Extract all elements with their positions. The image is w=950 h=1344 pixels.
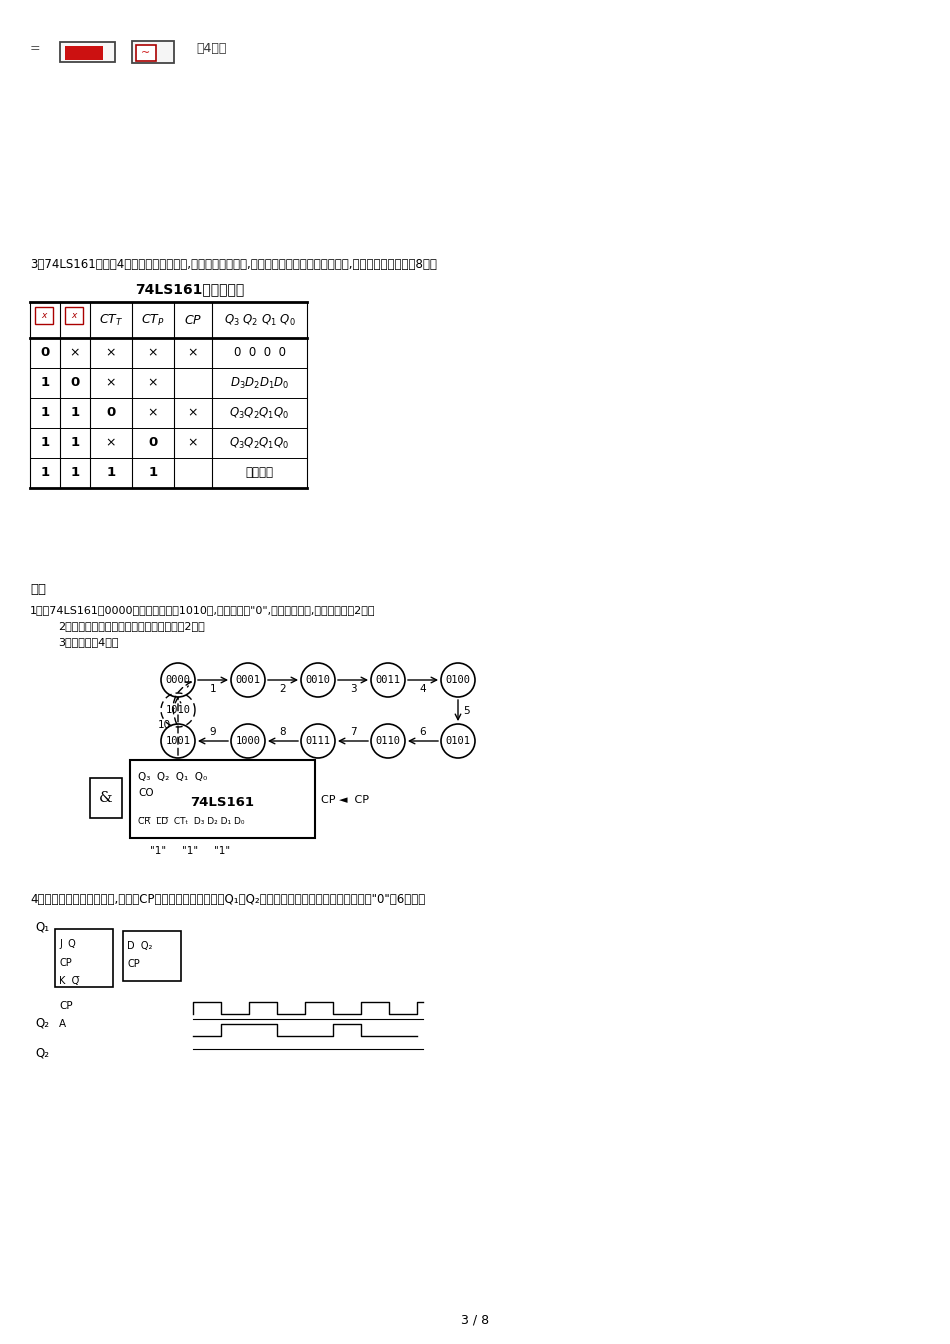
- Text: 3．状态图（4分）: 3．状态图（4分）: [58, 637, 119, 646]
- Text: A: A: [59, 1019, 66, 1030]
- Text: 4: 4: [420, 684, 427, 694]
- Text: ×: ×: [188, 406, 199, 419]
- Text: $Q_3\ Q_2\ Q_1\ Q_0$: $Q_3\ Q_2\ Q_1\ Q_0$: [223, 312, 295, 328]
- Text: 1: 1: [41, 376, 49, 390]
- FancyBboxPatch shape: [132, 42, 174, 63]
- Text: 1010: 1010: [165, 706, 191, 715]
- Text: ×: ×: [69, 347, 80, 359]
- Text: CP: CP: [59, 958, 72, 968]
- Text: 1000: 1000: [236, 737, 260, 746]
- Text: Q₁: Q₁: [35, 921, 49, 934]
- Text: 1: 1: [148, 466, 158, 480]
- FancyBboxPatch shape: [65, 306, 83, 324]
- Text: 0010: 0010: [306, 675, 331, 685]
- Text: 74LS161: 74LS161: [191, 796, 255, 809]
- Text: $CT_P$: $CT_P$: [142, 312, 164, 328]
- Text: 1: 1: [210, 684, 217, 694]
- Text: 0: 0: [40, 347, 49, 359]
- Text: 74LS161逻辑功能表: 74LS161逻辑功能表: [135, 282, 245, 296]
- Text: ×: ×: [188, 437, 199, 449]
- Text: 2: 2: [279, 684, 286, 694]
- Text: 9: 9: [210, 727, 217, 737]
- FancyBboxPatch shape: [136, 44, 156, 60]
- Text: 3: 3: [350, 684, 356, 694]
- Text: 0: 0: [70, 376, 80, 390]
- FancyBboxPatch shape: [60, 42, 115, 62]
- Text: 1001: 1001: [165, 737, 191, 746]
- Text: J  Q: J Q: [59, 939, 76, 949]
- Text: 10: 10: [158, 720, 171, 731]
- Text: CP ◄  CP: CP ◄ CP: [321, 796, 369, 805]
- Text: 7: 7: [350, 727, 356, 737]
- FancyBboxPatch shape: [65, 46, 103, 60]
- Text: $CP$: $CP$: [184, 313, 202, 327]
- Text: 0001: 0001: [236, 675, 260, 685]
- Text: 0000: 0000: [165, 675, 191, 685]
- Text: 3．74LS161是同步4位二进制加法计数器,其逻辑功能表如下,试分析下列电路是几进制计数器,并画出其状态图。（8分）: 3．74LS161是同步4位二进制加法计数器,其逻辑功能表如下,试分析下列电路是…: [30, 258, 437, 271]
- Text: ×: ×: [105, 437, 116, 449]
- Text: "1": "1": [182, 845, 198, 856]
- Text: $D_3D_2D_1D_0$: $D_3D_2D_1D_0$: [230, 375, 290, 391]
- FancyBboxPatch shape: [130, 759, 315, 839]
- Text: $CT_T$: $CT_T$: [99, 312, 124, 328]
- Text: 5: 5: [464, 706, 470, 715]
- Text: 0  0  0  0: 0 0 0 0: [234, 347, 286, 359]
- Text: 0110: 0110: [375, 737, 401, 746]
- Text: 1: 1: [70, 406, 80, 419]
- Text: C̅R̅  L̅D̅  CTₜ  D₃ D₂ D₁ D₀: C̅R̅ L̅D̅ CTₜ D₃ D₂ D₁ D₀: [138, 817, 244, 827]
- Text: K  Q̅: K Q̅: [59, 976, 79, 986]
- Text: 6: 6: [420, 727, 427, 737]
- Text: 2．该电路构成同步十进制加法计数器。（2分）: 2．该电路构成同步十进制加法计数器。（2分）: [58, 621, 205, 630]
- Text: ×: ×: [148, 406, 159, 419]
- Text: CP: CP: [127, 960, 140, 969]
- Text: D  Q₂: D Q₂: [127, 941, 152, 952]
- Text: 0100: 0100: [446, 675, 470, 685]
- Text: 8: 8: [279, 727, 286, 737]
- Text: 4．触发器电路如下图所示,试根据CP及输入波形画出输出端Q₁、Q₂的波形。设各触发器的初始状态均为"0"（6分）。: 4．触发器电路如下图所示,试根据CP及输入波形画出输出端Q₁、Q₂的波形。设各触…: [30, 892, 426, 906]
- Text: $Q_3Q_2Q_1Q_0$: $Q_3Q_2Q_1Q_0$: [229, 435, 290, 450]
- Text: 1: 1: [41, 466, 49, 480]
- Text: $Q_3Q_2Q_1Q_0$: $Q_3Q_2Q_1Q_0$: [229, 406, 290, 421]
- Text: ×: ×: [188, 347, 199, 359]
- Text: ~: ~: [142, 48, 151, 58]
- Text: 1: 1: [70, 437, 80, 449]
- Text: （4分）: （4分）: [196, 43, 226, 55]
- Text: ×: ×: [105, 376, 116, 390]
- Text: =: =: [30, 43, 41, 55]
- FancyBboxPatch shape: [55, 929, 113, 986]
- Text: 1．圷74LS161从0000开始顺序计数到1010时,与非门输出"0",清零信号到来,异步清零。（2分）: 1．圷74LS161从0000开始顺序计数到1010时,与非门输出"0",清零信…: [30, 605, 375, 616]
- Text: 1: 1: [70, 466, 80, 480]
- FancyBboxPatch shape: [90, 778, 122, 818]
- Text: x: x: [71, 310, 77, 320]
- Text: CO: CO: [138, 788, 154, 798]
- Text: 0: 0: [106, 406, 116, 419]
- Text: CP: CP: [59, 1001, 72, 1011]
- FancyBboxPatch shape: [35, 306, 53, 324]
- Text: "1": "1": [214, 845, 230, 856]
- Text: 0111: 0111: [306, 737, 331, 746]
- Text: 3 / 8: 3 / 8: [461, 1313, 489, 1327]
- Text: Q₂: Q₂: [35, 1016, 49, 1030]
- Text: ×: ×: [105, 347, 116, 359]
- Text: 解：: 解：: [30, 583, 46, 595]
- Text: 1: 1: [106, 466, 116, 480]
- Text: 0011: 0011: [375, 675, 401, 685]
- Text: 1: 1: [41, 437, 49, 449]
- Text: Q₃  Q₂  Q₁  Q₀: Q₃ Q₂ Q₁ Q₀: [138, 771, 207, 782]
- Text: x: x: [41, 310, 47, 320]
- Text: &: &: [99, 792, 113, 805]
- Text: ×: ×: [148, 347, 159, 359]
- Text: Q₂: Q₂: [35, 1046, 49, 1059]
- Text: 加法计数: 加法计数: [245, 466, 274, 480]
- Text: ×: ×: [148, 376, 159, 390]
- Text: "1": "1": [150, 845, 166, 856]
- Text: 0101: 0101: [446, 737, 470, 746]
- FancyBboxPatch shape: [123, 931, 181, 981]
- Text: 0: 0: [148, 437, 158, 449]
- Text: 1: 1: [41, 406, 49, 419]
